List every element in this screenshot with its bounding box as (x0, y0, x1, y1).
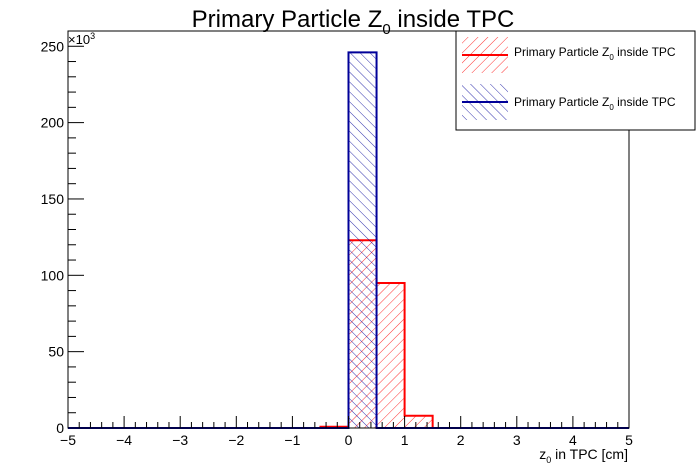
legend-red-subscript: 0 (609, 53, 614, 62)
chart-title: Primary Particle Z0 inside TPC (192, 6, 515, 38)
legend-blue-subscript: 0 (609, 103, 614, 112)
x-tick-label: −4 (116, 432, 132, 448)
y-tick-label: 100 (41, 267, 65, 283)
x-label-main: z (539, 446, 546, 462)
bars-layer (68, 51, 629, 429)
y-exponent-power: 3 (90, 31, 95, 41)
y-tick-label: 50 (48, 344, 64, 360)
x-tick-label: 4 (569, 432, 577, 448)
chart-title-subscript: 0 (382, 21, 390, 38)
chart-title-tail: inside TPC (391, 6, 515, 33)
y-tick-label: 0 (56, 420, 64, 436)
x-tick-label: −3 (172, 432, 188, 448)
x-tick-label: 0 (345, 432, 353, 448)
x-tick-label: 1 (401, 432, 409, 448)
y-tick-label: 250 (41, 38, 65, 54)
chart-title-main: Primary Particle Z (192, 6, 383, 33)
x-axis-label: z0 in TPC [cm] (539, 446, 628, 465)
legend: Primary Particle Z0 inside TPC Primary P… (455, 30, 696, 131)
x-label-subscript: 0 (546, 455, 551, 465)
legend-label-blue: Primary Particle Z0 inside TPC (514, 95, 676, 112)
y-exponent-base: ×10 (68, 32, 90, 47)
x-tick-label: 3 (513, 432, 521, 448)
legend-blue-main: Primary Particle Z (514, 95, 609, 109)
y-axis-exponent: ×103 (68, 31, 95, 47)
legend-red-main: Primary Particle Z (514, 45, 609, 59)
legend-label-red: Primary Particle Z0 inside TPC (514, 45, 676, 62)
y-tick-label: 150 (41, 191, 65, 207)
x-tick-label: −2 (228, 432, 244, 448)
x-tick-label: 2 (457, 432, 465, 448)
x-tick-label: −5 (60, 432, 76, 448)
x-tick-label: 5 (625, 432, 633, 448)
legend-blue-tail: inside TPC (614, 95, 676, 109)
x-tick-label: −1 (284, 432, 300, 448)
x-label-tail: in TPC [cm] (551, 446, 628, 462)
legend-red-tail: inside TPC (614, 45, 676, 59)
y-tick-label: 200 (41, 115, 65, 131)
histogram-bin-fill (348, 52, 377, 428)
histogram-bin-fill (376, 282, 405, 428)
histogram-bin-fill (404, 415, 433, 428)
